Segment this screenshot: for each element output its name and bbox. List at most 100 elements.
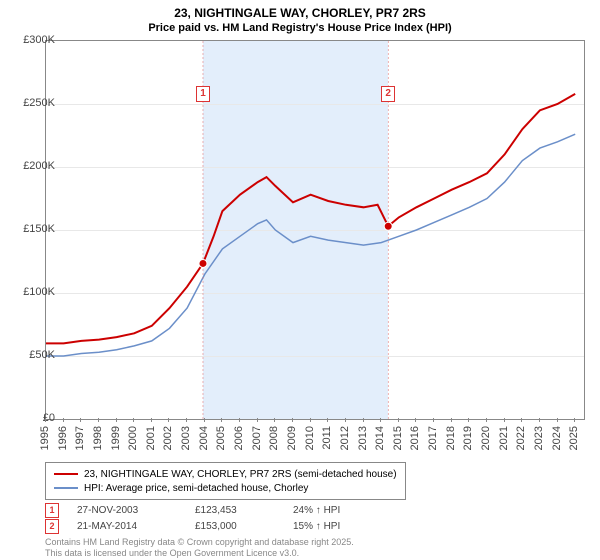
x-tick <box>257 418 258 422</box>
x-tick-label: 2021 <box>498 426 510 450</box>
x-tick-label: 2025 <box>568 426 580 450</box>
x-tick <box>239 418 240 422</box>
x-tick <box>398 418 399 422</box>
x-tick <box>98 418 99 422</box>
x-tick-label: 2014 <box>374 426 386 450</box>
sale-point-marker <box>384 222 392 230</box>
x-tick-label: 2000 <box>127 426 139 450</box>
x-tick-label: 2016 <box>409 426 421 450</box>
x-tick <box>415 418 416 422</box>
x-tick <box>451 418 452 422</box>
plot-area: 12 <box>45 40 585 420</box>
x-tick-label: 2012 <box>339 426 351 450</box>
x-tick <box>274 418 275 422</box>
y-tick-label: £200K <box>23 160 55 172</box>
price_paid-series-line <box>46 94 575 344</box>
sale-marker-label: 1 <box>196 86 210 102</box>
x-tick-label: 2002 <box>162 426 174 450</box>
footer-line2: This data is licensed under the Open Gov… <box>45 548 354 559</box>
sale-row-hpi: 15% ↑ HPI <box>293 521 373 532</box>
x-tick-label: 2005 <box>215 426 227 450</box>
x-tick-label: 2001 <box>145 426 157 450</box>
x-tick <box>574 418 575 422</box>
x-tick-label: 2007 <box>251 426 263 450</box>
x-tick-label: 1995 <box>39 426 51 450</box>
x-tick <box>486 418 487 422</box>
footer-line1: Contains HM Land Registry data © Crown c… <box>45 537 354 548</box>
legend-swatch <box>54 473 78 475</box>
x-tick-label: 2004 <box>198 426 210 450</box>
x-tick <box>168 418 169 422</box>
legend-item: 23, NIGHTINGALE WAY, CHORLEY, PR7 2RS (s… <box>54 467 397 481</box>
legend-label: 23, NIGHTINGALE WAY, CHORLEY, PR7 2RS (s… <box>84 469 397 480</box>
legend-swatch <box>54 487 78 489</box>
x-tick <box>539 418 540 422</box>
x-tick <box>116 418 117 422</box>
x-tick <box>557 418 558 422</box>
x-tick-label: 2023 <box>533 426 545 450</box>
sales-table: 1 27-NOV-2003 £123,453 24% ↑ HPI 2 21-MAY-201… <box>45 502 373 534</box>
x-tick-label: 2003 <box>180 426 192 450</box>
x-tick-label: 2015 <box>392 426 404 450</box>
x-tick <box>327 418 328 422</box>
x-tick <box>310 418 311 422</box>
x-tick <box>468 418 469 422</box>
x-tick <box>133 418 134 422</box>
y-tick-label: £50K <box>29 349 55 361</box>
y-tick-label: £100K <box>23 286 55 298</box>
x-tick <box>504 418 505 422</box>
chart-title: 23, NIGHTINGALE WAY, CHORLEY, PR7 2RS <box>0 0 600 22</box>
x-tick <box>151 418 152 422</box>
x-tick <box>204 418 205 422</box>
x-tick-label: 1996 <box>57 426 69 450</box>
x-tick-label: 2020 <box>480 426 492 450</box>
sale-row-price: £153,000 <box>195 521 275 532</box>
sale-row: 2 21-MAY-2014 £153,000 15% ↑ HPI <box>45 518 373 534</box>
x-tick-label: 2009 <box>286 426 298 450</box>
chart-container: 23, NIGHTINGALE WAY, CHORLEY, PR7 2RS Pr… <box>0 0 600 560</box>
x-tick-label: 2013 <box>357 426 369 450</box>
x-tick-label: 1997 <box>74 426 86 450</box>
x-tick-label: 2010 <box>304 426 316 450</box>
x-tick <box>80 418 81 422</box>
y-tick-label: £150K <box>23 223 55 235</box>
x-tick <box>292 418 293 422</box>
x-tick-label: 2019 <box>462 426 474 450</box>
x-tick <box>345 418 346 422</box>
sale-marker-label: 2 <box>381 86 395 102</box>
chart-subtitle: Price paid vs. HM Land Registry's House … <box>0 22 600 34</box>
x-tick-label: 2017 <box>427 426 439 450</box>
x-tick <box>45 418 46 422</box>
x-tick-label: 1999 <box>110 426 122 450</box>
x-tick <box>433 418 434 422</box>
x-tick <box>186 418 187 422</box>
x-tick-label: 2011 <box>321 426 333 450</box>
sale-row-hpi: 24% ↑ HPI <box>293 505 373 516</box>
x-tick <box>63 418 64 422</box>
sale-row-date: 27-NOV-2003 <box>77 505 177 516</box>
footer-attribution: Contains HM Land Registry data © Crown c… <box>45 537 354 559</box>
hpi-series-line <box>46 134 575 356</box>
legend: 23, NIGHTINGALE WAY, CHORLEY, PR7 2RS (s… <box>45 462 406 500</box>
y-tick-label: £250K <box>23 97 55 109</box>
x-tick <box>221 418 222 422</box>
sale-row-marker: 1 <box>45 503 59 518</box>
x-tick-label: 2022 <box>515 426 527 450</box>
x-tick-label: 2018 <box>445 426 457 450</box>
x-tick <box>380 418 381 422</box>
chart-svg <box>46 41 584 419</box>
x-axis-labels: 1995199619971998199920002001200220032004… <box>45 422 585 462</box>
sale-row-marker: 2 <box>45 519 59 534</box>
x-tick <box>363 418 364 422</box>
x-tick-label: 1998 <box>92 426 104 450</box>
legend-item: HPI: Average price, semi-detached house,… <box>54 481 397 495</box>
y-tick-label: £300K <box>23 34 55 46</box>
x-tick-label: 2024 <box>551 426 563 450</box>
sale-row-date: 21-MAY-2014 <box>77 521 177 532</box>
sale-row-price: £123,453 <box>195 505 275 516</box>
sale-point-marker <box>199 259 207 267</box>
x-tick <box>521 418 522 422</box>
x-tick-label: 2008 <box>268 426 280 450</box>
x-tick-label: 2006 <box>233 426 245 450</box>
sale-row: 1 27-NOV-2003 £123,453 24% ↑ HPI <box>45 502 373 518</box>
